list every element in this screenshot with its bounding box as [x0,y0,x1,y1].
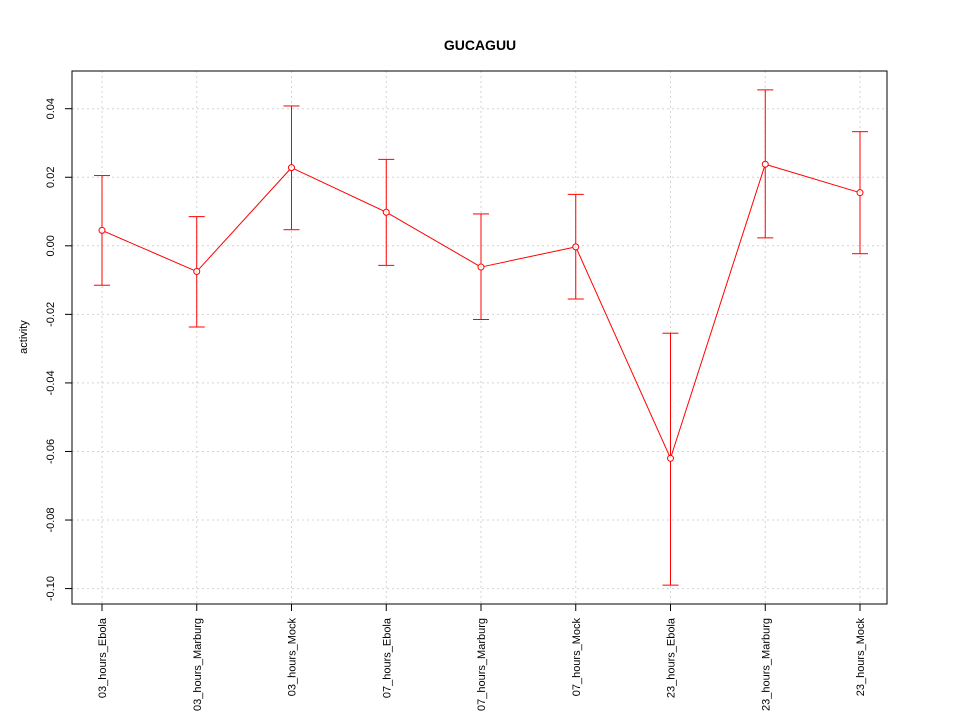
y-tick-label: -0.08 [45,507,57,532]
x-tick-label: 03_hours_Mock [287,618,299,697]
data-point [761,160,769,168]
data-point [667,454,674,462]
y-tick-label: -0.04 [45,370,57,395]
chart-title: GUCAGUU [444,37,516,53]
series-line-segment [767,164,858,193]
x-tick-label: 07_hours_Mock [571,618,583,697]
y-tick-label: 0.00 [45,235,57,256]
x-tick-label: 03_hours_Marburg [192,618,204,711]
x-tick-label: 23_hours_Mock [855,618,867,697]
data-point [288,164,295,172]
data-point [856,189,864,197]
data-point [572,243,580,251]
data-point [382,208,390,216]
series-line-segment [198,169,290,270]
x-tick-label: 03_hours_Ebola [97,617,109,698]
series [94,89,868,586]
x-tick-label: 23_hours_Ebola [666,617,678,698]
series-line-segment [104,231,195,271]
series-line-segment [576,249,670,456]
series-line-segment [294,168,384,212]
data-point [477,263,485,271]
y-tick-label: -0.10 [45,576,57,601]
y-tick-label: 0.04 [45,98,57,119]
y-tick-label: 0.02 [45,167,57,188]
series-line-segment [670,166,765,456]
x-axis: 03_hours_Ebola 03_hours_Marburg 03_hours_M… [97,603,867,711]
y-tick-label: -0.06 [45,439,57,464]
x-tick-label: 07_hours_Ebola [381,617,393,698]
x-tick-label: 23_hours_Marburg [760,618,772,711]
data-point [193,268,201,276]
y-axis: 0.04 0.02 0.00 -0.02 -0.04 -0.06 -0.08 -0.10 [45,98,73,601]
series-line-segment [483,246,573,267]
x-tick-label: 07_hours_Marburg [476,618,488,711]
series-line-segment [388,213,479,266]
data-point [98,226,106,234]
y-axis-label: activity [18,320,30,354]
y-tick-label: -0.02 [45,302,57,327]
